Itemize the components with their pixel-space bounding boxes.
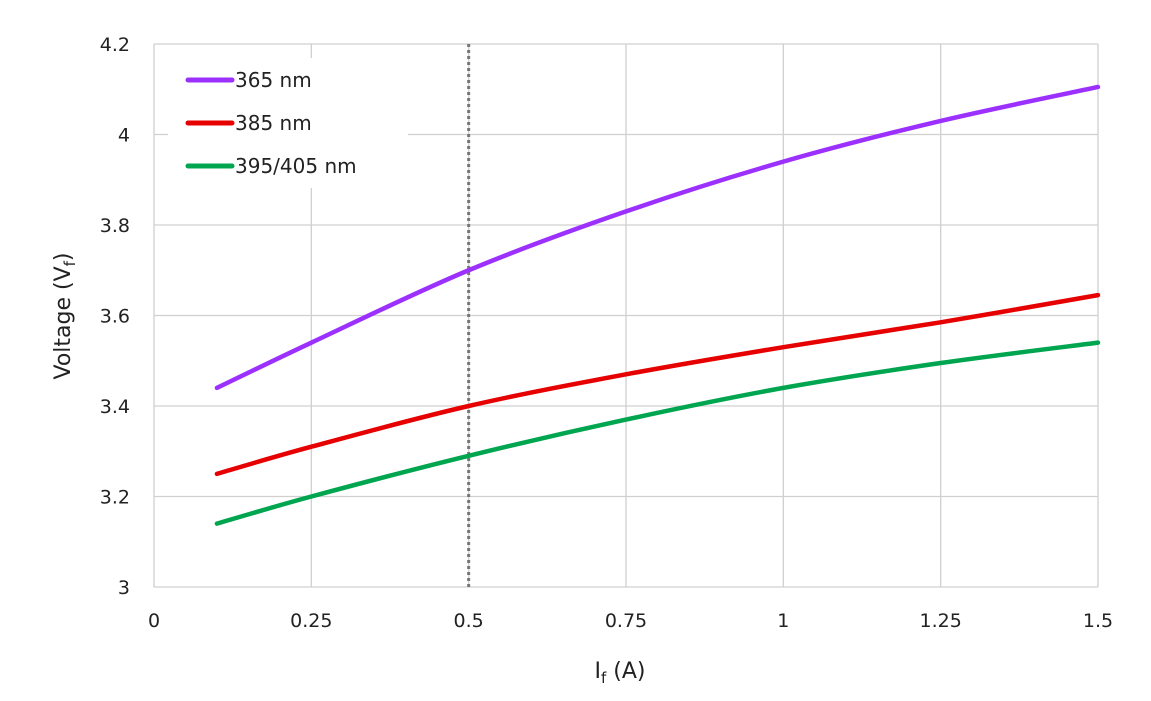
- series-line-0: [214, 84, 1101, 391]
- series-lines: [214, 84, 1101, 526]
- y-tick-label: 3.2: [100, 487, 130, 509]
- x-tick-label: 0: [148, 610, 160, 632]
- y-tick-label: 3: [118, 577, 130, 599]
- gridlines: [153, 43, 1099, 588]
- legend-label: 395/405 nm: [235, 154, 357, 178]
- x-tick-labels: 0 0.25 0.5 0.75 1 1.25 1.5: [148, 610, 1113, 632]
- y-tick-label: 3.6: [100, 306, 130, 328]
- y-tick-labels: 3 3.2 3.4 3.6 3.8 4 4.2: [100, 34, 130, 599]
- x-tick-label: 1.25: [920, 610, 962, 632]
- x-tick-label: 0.75: [605, 610, 647, 632]
- y-tick-label: 3.4: [100, 396, 130, 418]
- y-tick-label: 4.2: [100, 34, 130, 56]
- x-tick-label: 1.5: [1083, 610, 1113, 632]
- legend-label: 365 nm: [235, 68, 312, 92]
- x-axis-label: If (A): [595, 659, 646, 687]
- x-tick-label: 0.25: [290, 610, 332, 632]
- series-line-1: [214, 292, 1101, 477]
- x-tick-label: 1: [777, 610, 789, 632]
- legend: 365 nm 385 nm 395/405 nm: [168, 58, 408, 188]
- x-tick-label: 0.5: [454, 610, 484, 632]
- y-tick-label: 3.8: [100, 215, 130, 237]
- y-axis-label: Voltage (Vf): [51, 252, 79, 379]
- series-line-2: [214, 340, 1101, 526]
- y-tick-label: 4: [118, 125, 130, 147]
- legend-label: 385 nm: [235, 111, 312, 135]
